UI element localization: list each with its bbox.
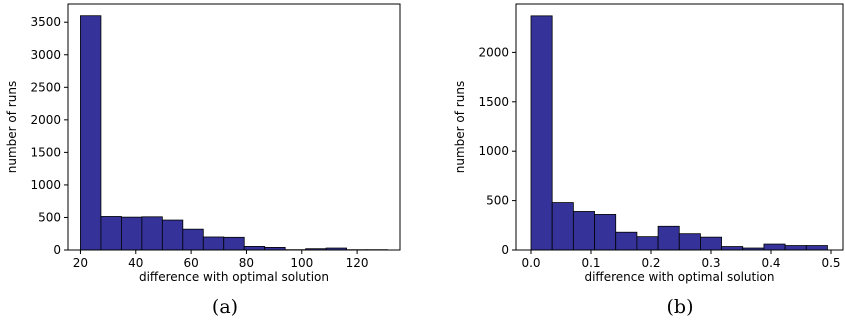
histogram-bar [202, 236, 225, 251]
x-tick-label: 100 [290, 256, 313, 270]
caption-b: (b) [666, 296, 694, 318]
histogram-a-svg: 20 40 60 80 100 120 0 500 1000 1500 2000 2500 3000 35… [5, 3, 401, 284]
x-tick-label: 0.3 [701, 256, 720, 270]
x-tick-label: 120 [346, 256, 369, 270]
x-tick-label: 0.4 [761, 256, 780, 270]
y-tick-label: 1000 [30, 178, 61, 192]
histogram-bar [243, 246, 266, 251]
x-tick-label: 60 [183, 256, 198, 270]
y-tick-label: 500 [486, 194, 509, 208]
histogram-bar [80, 15, 102, 251]
histogram-panel-a: 20 40 60 80 100 120 0 500 1000 1500 2000 2500 3000 35… [0, 0, 420, 324]
y-tick-label: 1500 [478, 95, 509, 109]
histogram-bar [678, 233, 701, 251]
y-tick-label: 3000 [30, 48, 61, 62]
histogram-b-svg: 0.0 0.1 0.2 0.3 0.4 0.5 0 500 1000 1500 2000 differ… [453, 3, 844, 284]
x-tick-label: 0.1 [581, 256, 600, 270]
histogram-bar [161, 219, 184, 251]
histogram-bar [572, 211, 595, 251]
y-tick-label: 500 [38, 210, 61, 224]
histogram-bar [100, 216, 122, 251]
histogram-bar [141, 216, 163, 251]
y-tick-label: 0 [53, 243, 61, 257]
histogram-bar [700, 236, 722, 251]
x-tick-label: 0.5 [821, 256, 840, 270]
caption-a: (a) [211, 296, 239, 318]
histogram-bar [530, 15, 553, 251]
x-axis-label: difference with optimal solution [139, 270, 329, 284]
histogram-bar [551, 202, 574, 251]
histogram-bar [636, 236, 659, 251]
x-tick-label: 80 [239, 256, 254, 270]
y-tick-label: 3500 [30, 15, 61, 29]
y-tick-label: 2000 [478, 45, 509, 59]
x-tick-label: 0.0 [521, 256, 540, 270]
y-axis-label: number of runs [453, 81, 467, 173]
y-tick-label: 2000 [30, 113, 61, 127]
x-tick-label: 40 [128, 256, 143, 270]
y-tick-label: 2500 [30, 80, 61, 94]
x-tick-label: 0.2 [641, 256, 660, 270]
histogram-bar [784, 245, 807, 251]
axes-frame [67, 3, 401, 251]
histogram-panel-b: 0.0 0.1 0.2 0.3 0.4 0.5 0 500 1000 1500 2000 differ… [424, 0, 845, 324]
x-tick-label: 20 [73, 256, 88, 270]
histogram-bar [223, 236, 245, 251]
histogram-bar [182, 228, 204, 251]
y-axis-label: number of runs [5, 81, 19, 173]
histogram-bar [594, 214, 617, 251]
axes-frame [515, 3, 844, 251]
x-axis-label: difference with optimal solution [584, 270, 774, 284]
y-tick-label: 0 [501, 243, 509, 257]
histogram-bar [805, 245, 828, 251]
histogram-bar [721, 246, 744, 251]
histogram-bar [657, 225, 680, 251]
histogram-bar [120, 216, 143, 251]
y-tick-label: 1500 [30, 145, 61, 159]
histogram-bar [763, 243, 786, 251]
histogram-bar [615, 231, 638, 251]
y-tick-label: 1000 [478, 144, 509, 158]
